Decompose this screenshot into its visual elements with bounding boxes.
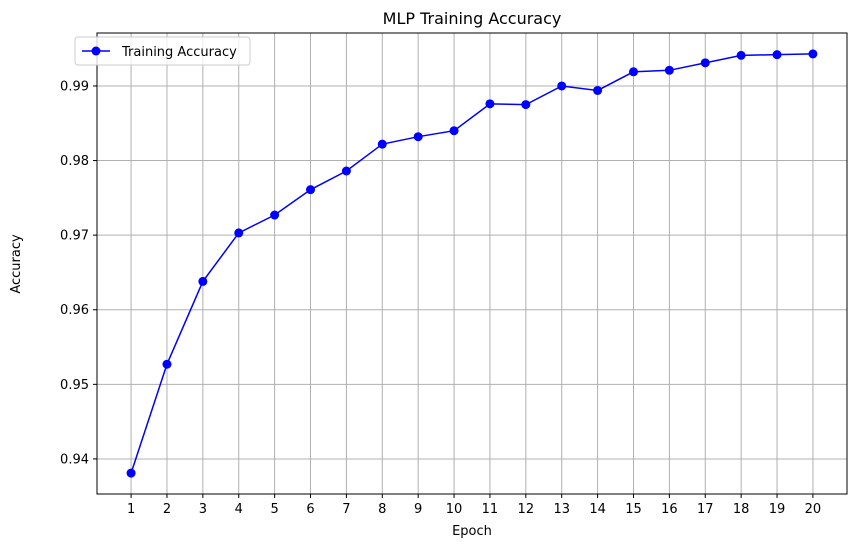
- data-point: [413, 132, 423, 142]
- y-tick-label: 0.99: [60, 79, 89, 94]
- data-point: [593, 85, 603, 95]
- data-point: [377, 139, 387, 149]
- legend-box: [74, 36, 251, 66]
- x-tick-label: 15: [625, 502, 642, 517]
- y-tick-label: 0.98: [60, 154, 89, 169]
- y-tick-label: 0.96: [60, 303, 89, 318]
- data-point: [808, 49, 818, 59]
- x-tick-label: 16: [661, 502, 678, 517]
- x-tick-label: 13: [553, 502, 570, 517]
- data-point: [449, 126, 459, 136]
- x-tick-label: 2: [163, 502, 171, 517]
- data-point: [557, 81, 567, 91]
- x-tick-label: 12: [518, 502, 535, 517]
- data-point: [126, 468, 136, 478]
- data-point: [234, 228, 244, 238]
- legend: Training Accuracy: [74, 36, 251, 66]
- x-tick-label: 18: [733, 502, 750, 517]
- plot-frame: [96, 32, 848, 495]
- legend-label: Training Accuracy: [121, 45, 237, 60]
- x-tick-label: 10: [446, 502, 463, 517]
- data-point: [270, 210, 280, 220]
- x-tick-label: 11: [482, 502, 499, 517]
- series-line: [130, 53, 813, 474]
- x-axis-label: Epoch: [452, 524, 492, 539]
- x-tick-label: 1: [127, 502, 135, 517]
- data-point: [521, 100, 531, 110]
- y-tick-label: 0.97: [60, 229, 89, 244]
- legend-dot-marker: [91, 46, 101, 56]
- y-tick-label: 0.94: [60, 452, 89, 467]
- x-tick-label: 7: [342, 502, 350, 517]
- x-tick-label: 17: [697, 502, 714, 517]
- x-tick-label: 20: [805, 502, 822, 517]
- x-tick-label: 4: [235, 502, 243, 517]
- data-point: [772, 50, 782, 60]
- data-point: [162, 359, 172, 369]
- series-layer: [126, 49, 818, 478]
- data-point: [628, 67, 638, 77]
- data-point: [306, 185, 316, 195]
- y-tick-label: 0.95: [60, 378, 89, 393]
- data-point: [700, 58, 710, 68]
- x-tick-label: 19: [769, 502, 786, 517]
- x-tick-label: 5: [270, 502, 278, 517]
- data-point: [485, 99, 495, 109]
- chart-title: MLP Training Accuracy: [383, 9, 562, 28]
- x-tick-label: 14: [589, 502, 606, 517]
- grid: [97, 33, 847, 494]
- ticks: 1 2 3 4 5 6 7 8 9 10 11 12 13 14 15 16 17 18 19 200.940.950…: [60, 79, 821, 517]
- data-point: [736, 50, 746, 60]
- data-point: [664, 65, 674, 75]
- x-tick-label: 9: [414, 502, 422, 517]
- x-tick-label: 8: [378, 502, 386, 517]
- y-axis-label: Accuracy: [9, 234, 24, 294]
- data-point: [198, 276, 208, 286]
- x-tick-label: 6: [306, 502, 314, 517]
- x-tick-label: 3: [199, 502, 207, 517]
- data-point: [341, 166, 351, 176]
